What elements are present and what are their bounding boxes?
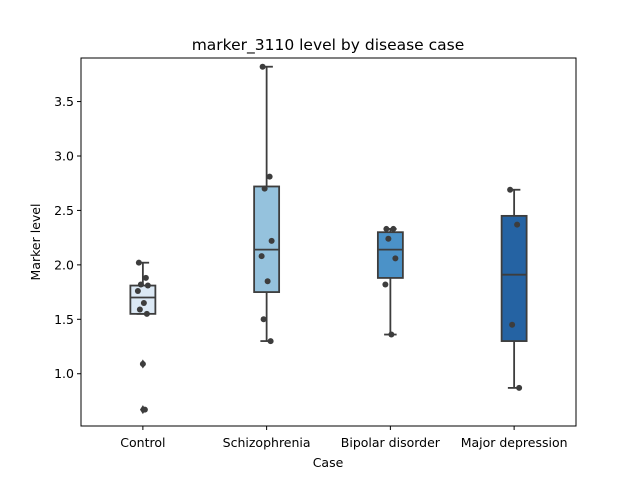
data-point	[260, 316, 267, 323]
data-point	[268, 237, 275, 244]
data-point	[516, 384, 523, 391]
y-tick-label: 2.0	[54, 257, 74, 272]
data-point	[383, 225, 390, 232]
data-point	[507, 186, 514, 193]
x-axis-label: Case	[313, 455, 344, 470]
y-axis-label: Marker level	[28, 204, 43, 281]
y-tick-label: 3.0	[54, 148, 74, 163]
chart-title: marker_3110 level by disease case	[192, 36, 465, 55]
x-tick-label: Major depression	[461, 435, 568, 450]
data-point	[139, 360, 146, 367]
data-point	[258, 253, 265, 260]
data-point	[144, 282, 151, 289]
point-group	[134, 63, 523, 413]
data-point	[140, 299, 147, 306]
data-point	[259, 63, 266, 70]
data-point	[264, 278, 271, 285]
y-axis: 1.0 1.5 2.0 2.5 3.0 3.5	[54, 94, 81, 381]
y-tick-label: 2.5	[54, 203, 74, 218]
box	[500, 214, 528, 342]
data-point	[390, 225, 397, 232]
x-tick-label: Schizophrenia	[223, 435, 311, 450]
data-point	[135, 259, 142, 266]
data-point	[514, 221, 521, 228]
data-point	[137, 281, 144, 288]
plot-area	[80, 57, 577, 427]
data-point	[382, 281, 389, 288]
y-tick-label: 3.5	[54, 94, 74, 109]
box	[253, 185, 281, 293]
x-tick-label: Bipolar disorder	[341, 435, 441, 450]
data-point	[267, 338, 274, 345]
data-point	[509, 321, 516, 328]
data-point	[141, 406, 148, 413]
y-tick-label: 1.5	[54, 312, 74, 327]
data-point	[134, 287, 141, 294]
data-point	[392, 255, 399, 262]
data-point	[136, 306, 143, 313]
data-point	[261, 185, 268, 192]
data-point	[385, 235, 392, 242]
box	[129, 284, 157, 315]
x-tick-label: Control	[120, 435, 165, 450]
data-point	[143, 310, 150, 317]
data-point	[266, 173, 273, 180]
y-tick-label: 1.0	[54, 366, 74, 381]
data-point	[388, 331, 395, 338]
data-point	[142, 274, 149, 281]
x-axis: Control Schizophrenia Bipolar disorder Majo…	[120, 426, 568, 450]
